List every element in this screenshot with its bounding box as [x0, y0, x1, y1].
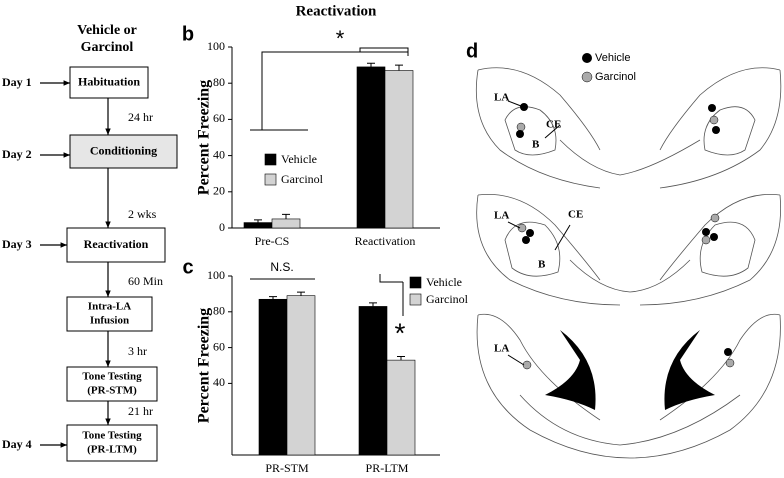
- error-bar: [282, 213, 290, 219]
- x-tick-label: Reactivation: [355, 234, 416, 248]
- arrow-head: [105, 360, 111, 367]
- interval-label: 60 Min: [128, 274, 163, 288]
- legend-swatch: [264, 153, 277, 166]
- flow-box: [66, 424, 158, 462]
- legend-label: Vehicle: [595, 52, 630, 64]
- error-bar: [397, 356, 405, 361]
- error-bar: [297, 291, 305, 296]
- flow-header: Garcinol: [81, 40, 134, 55]
- legend-swatch: [409, 293, 422, 306]
- arrow-head: [63, 152, 70, 158]
- legend-label: Garcinol: [281, 172, 324, 186]
- x-tick-label: PR-LTM: [366, 461, 409, 475]
- y-tick-label: 80: [213, 304, 225, 318]
- flow-box: [69, 66, 149, 99]
- annotation: *: [395, 317, 406, 348]
- flow-box: [69, 134, 178, 169]
- flow-step: Intra-LA: [88, 301, 131, 313]
- flow-box: [66, 366, 158, 402]
- bar: [258, 298, 288, 456]
- flow-box: [66, 227, 166, 263]
- error-bar: [395, 64, 403, 71]
- flow-step: Tone Testing: [82, 371, 142, 383]
- day-label: Day 2: [2, 147, 32, 161]
- bar: [286, 295, 316, 456]
- interval-label: 24 hr: [128, 110, 153, 124]
- arrow-head: [105, 418, 111, 425]
- y-tick-label: 100: [207, 268, 225, 282]
- arrow-head: [63, 80, 70, 86]
- bar: [358, 306, 388, 456]
- flow-step: (PR-STM): [87, 385, 137, 397]
- y-axis-label: Percent Freezing: [196, 80, 213, 195]
- interval-label: 21 hr: [128, 404, 153, 418]
- legend-swatch: [409, 276, 422, 289]
- region-label: B: [538, 259, 546, 271]
- day-label: Day 3: [2, 237, 32, 251]
- panel-label: d: [466, 40, 478, 62]
- legend-label: Garcinol: [595, 71, 636, 83]
- day-label: Day 4: [2, 437, 32, 451]
- legend-swatch: [264, 173, 277, 186]
- y-tick-label: 100: [207, 39, 225, 53]
- bar: [384, 70, 414, 229]
- region-label: CE: [568, 209, 583, 221]
- flow-box: [66, 296, 153, 332]
- annotation: *: [336, 26, 345, 51]
- interval-label: 3 hr: [128, 344, 147, 358]
- y-tick-label: 40: [213, 375, 225, 389]
- brain-sections: [475, 53, 782, 459]
- bar: [356, 66, 386, 229]
- arrow-head: [105, 290, 111, 297]
- panel-label: b: [182, 23, 194, 45]
- error-bar: [269, 296, 277, 300]
- flow-header: Vehicle or: [77, 23, 137, 38]
- chart-title: Reactivation: [296, 3, 377, 19]
- x-tick-label: PR-STM: [265, 461, 309, 475]
- legend-label: Vehicle: [281, 152, 317, 166]
- flow-step: Tone Testing: [82, 430, 142, 442]
- y-tick-label: 60: [213, 111, 225, 125]
- error-bar: [367, 62, 375, 67]
- panel-label: c: [182, 256, 193, 278]
- y-tick-label: 80: [213, 75, 225, 89]
- bar: [386, 359, 416, 456]
- arrow-head: [60, 242, 67, 248]
- arrow-head: [60, 442, 67, 448]
- bar: [271, 218, 301, 229]
- flow-step: (PR-LTM): [87, 444, 137, 456]
- y-tick-label: 20: [213, 184, 225, 198]
- y-tick-label: 40: [213, 147, 225, 161]
- interval-label: 2 wks: [128, 207, 157, 221]
- flow-step: Habituation: [78, 74, 140, 88]
- x-tick-label: Pre-CS: [255, 234, 290, 248]
- region-label: CE: [546, 119, 561, 131]
- day-label: Day 1: [2, 75, 32, 89]
- error-bar: [254, 219, 262, 223]
- flow-step: Reactivation: [84, 237, 149, 251]
- legend-label: Vehicle: [426, 275, 462, 289]
- arrow-head: [105, 221, 111, 228]
- region-label: LA: [494, 210, 509, 222]
- y-tick-label: 0: [219, 220, 225, 234]
- flow-step: Conditioning: [90, 143, 157, 157]
- y-tick-label: 60: [213, 339, 225, 353]
- y-axis-label: Percent Freezing: [196, 308, 213, 423]
- region-label: LA: [494, 343, 509, 355]
- error-bar: [369, 302, 377, 307]
- region-label: B: [532, 139, 540, 151]
- brackets: [250, 47, 409, 316]
- annotation: N.S.: [270, 260, 293, 274]
- region-label: LA: [494, 92, 509, 104]
- flow-step: Infusion: [90, 315, 129, 327]
- legend-label: Garcinol: [426, 292, 469, 306]
- arrow-head: [105, 128, 111, 135]
- bar: [243, 222, 273, 229]
